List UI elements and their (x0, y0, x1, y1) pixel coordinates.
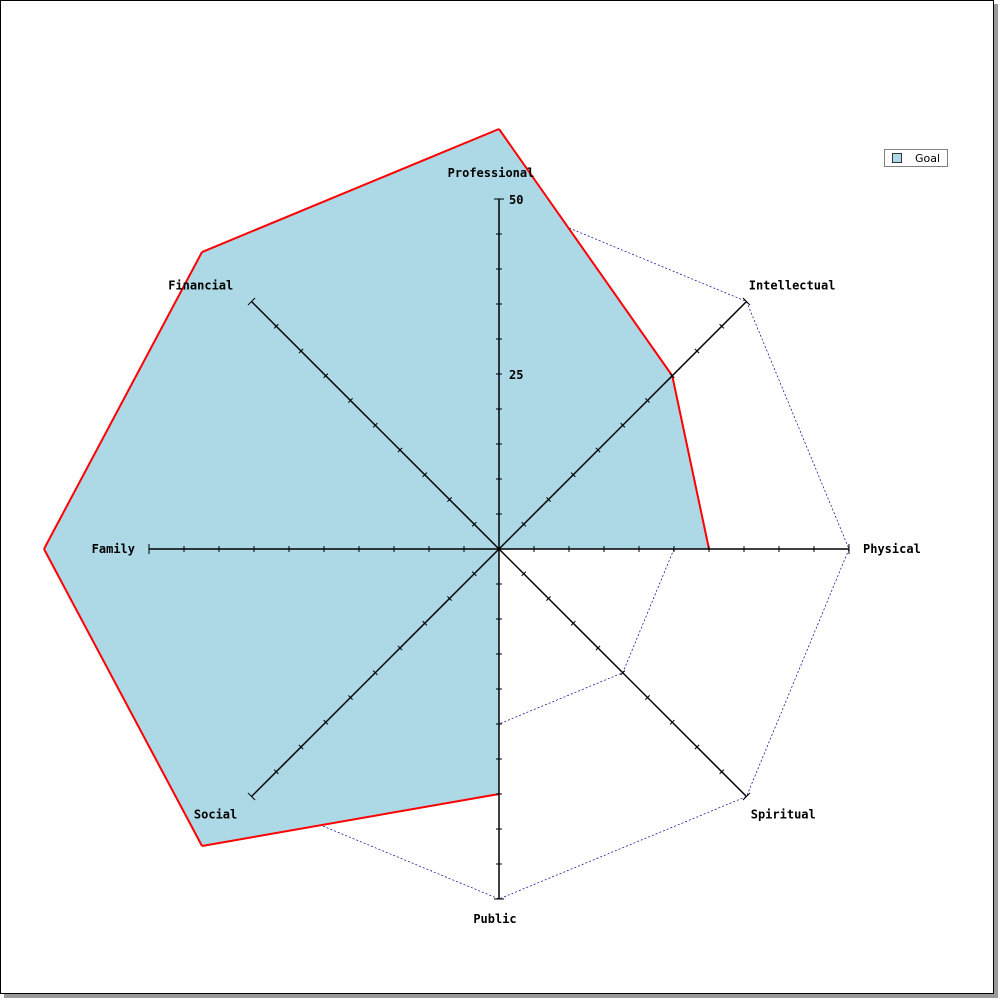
series-edge-professional (498, 128, 674, 377)
axis-label-professional: Professional (448, 166, 535, 180)
axis-tick (694, 348, 700, 354)
axis-tick (570, 620, 576, 626)
axis-label-financial: Financial (168, 278, 233, 292)
legend: Goal (884, 149, 948, 167)
series-edge-social (43, 548, 203, 847)
series-area-goal (44, 129, 709, 846)
axis-label-spiritual: Spiritual (751, 808, 816, 822)
axis-tick (620, 670, 626, 676)
axis-tick (422, 472, 428, 478)
axis-tick (645, 695, 650, 700)
axis-tick (742, 792, 751, 801)
axis-label-social: Social (194, 808, 237, 822)
axis-tick (570, 472, 576, 478)
tick-label-25: 25 (509, 368, 523, 382)
axis-label-intellectual: Intellectual (749, 278, 836, 292)
series-layer (43, 128, 710, 847)
axis-tick (372, 422, 378, 428)
tick-label-50: 50 (509, 193, 523, 207)
axis-tick (620, 422, 626, 428)
axis-tick (595, 447, 601, 453)
axis-tick (447, 497, 452, 502)
axis-tick (669, 373, 675, 379)
axis-tick (298, 744, 304, 750)
axis-tick (719, 769, 725, 775)
axis-tick (273, 769, 279, 775)
axis-tick (372, 670, 378, 676)
series-edge-financial (201, 128, 500, 253)
axis-layer (148, 198, 850, 900)
axis-tick (546, 497, 551, 502)
axis-tick (323, 719, 329, 725)
axis-tick (323, 373, 329, 379)
axis-tick (719, 323, 725, 329)
series-edge-public (201, 793, 500, 847)
axis-tick (273, 323, 279, 329)
axis-label-public: Public (473, 912, 516, 926)
axis-tick (247, 297, 256, 306)
legend-swatch-goal (892, 153, 902, 163)
axis-tick (645, 398, 650, 403)
axis-tick (694, 744, 700, 750)
axis-tick (521, 571, 527, 577)
axis-tick (742, 297, 751, 306)
legend-label-goal: Goal (915, 152, 941, 165)
series-edge-family (43, 251, 203, 550)
axis-tick (471, 521, 477, 527)
axis-tick (669, 719, 675, 725)
axis-tick (521, 521, 527, 527)
axis-tick (348, 695, 353, 700)
axis-tick (595, 645, 601, 651)
axis-tick (298, 348, 304, 354)
label-layer: Professional Intellectual Physical Spiritua… (92, 166, 921, 926)
axis-tick (397, 645, 403, 651)
axis-label-family: Family (92, 542, 135, 556)
axis-tick (422, 620, 428, 626)
axis-tick (247, 792, 256, 801)
axis-tick (348, 398, 353, 403)
series-edge-intellectual (671, 375, 710, 550)
axis-tick (447, 596, 452, 601)
axis-tick (471, 571, 477, 577)
axis-tick (397, 447, 403, 453)
axis-label-physical: Physical (863, 542, 921, 556)
axis-tick (546, 596, 551, 601)
